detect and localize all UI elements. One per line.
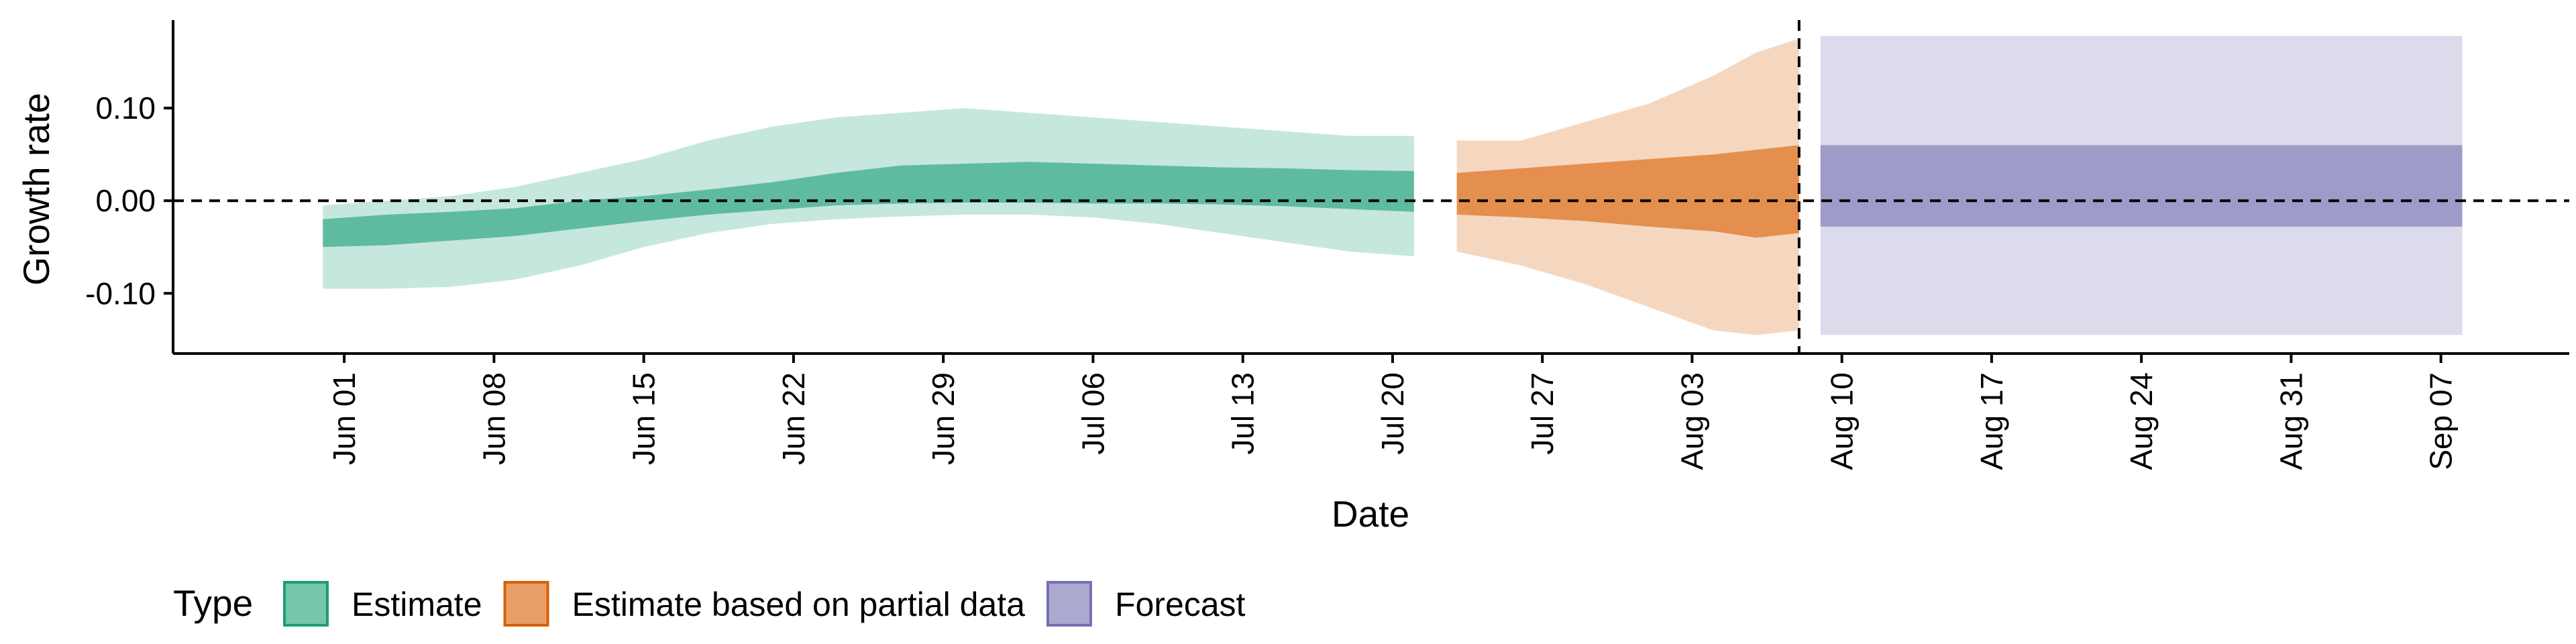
legend-title: Type bbox=[173, 582, 253, 624]
x-tick-label: Jul 27 bbox=[1525, 372, 1560, 455]
x-tick-label: Aug 31 bbox=[2273, 372, 2308, 470]
legend: Type Estimate Estimate based on partial d… bbox=[173, 581, 1246, 627]
x-tick-label: Aug 03 bbox=[1674, 372, 1709, 470]
y-tick-label: 0.10 bbox=[95, 91, 156, 125]
x-tick-label: Jul 06 bbox=[1075, 372, 1110, 455]
chart-axes bbox=[172, 20, 2569, 355]
x-axis-title: Date bbox=[1332, 493, 1409, 535]
series-1-inner-band bbox=[1456, 145, 1799, 238]
x-tick-label: Jul 20 bbox=[1375, 372, 1410, 455]
y-axis-title: Growth rate bbox=[15, 93, 57, 285]
legend-label-1: Estimate based on partial data bbox=[572, 586, 1026, 623]
x-tick-label: Aug 24 bbox=[2124, 372, 2159, 470]
reference-lines bbox=[173, 20, 2569, 354]
x-tick-label: Jul 13 bbox=[1226, 372, 1260, 455]
x-tick-label: Aug 17 bbox=[1974, 372, 2009, 470]
x-tick-label: Jun 15 bbox=[627, 372, 661, 465]
chart-bands bbox=[323, 36, 2463, 335]
x-axis-ticks: Jun 01 Jun 08 Jun 15 Jun 22 Jun 29 Jul 06 Jul … bbox=[327, 354, 2459, 470]
y-tick-label: 0.00 bbox=[95, 183, 156, 218]
x-tick-label: Aug 10 bbox=[1825, 372, 1860, 470]
x-tick-label: Jun 29 bbox=[926, 372, 961, 465]
legend-label-0: Estimate bbox=[352, 586, 482, 623]
x-tick-label: Jun 22 bbox=[776, 372, 811, 465]
x-tick-label: Sep 07 bbox=[2424, 372, 2459, 470]
legend-swatch-2 bbox=[1046, 581, 1092, 627]
series-0-inner-band bbox=[323, 162, 1414, 248]
y-tick-label: -0.10 bbox=[85, 276, 156, 311]
x-tick-label: Jun 08 bbox=[476, 372, 511, 465]
legend-swatch-0 bbox=[283, 581, 329, 627]
series-2-inner-band bbox=[1820, 145, 2463, 227]
x-tick-label: Jun 01 bbox=[327, 372, 362, 465]
legend-label-2: Forecast bbox=[1115, 586, 1246, 623]
y-axis-ticks: -0.10 0.00 0.10 bbox=[85, 91, 173, 311]
legend-swatch-1 bbox=[503, 581, 549, 627]
